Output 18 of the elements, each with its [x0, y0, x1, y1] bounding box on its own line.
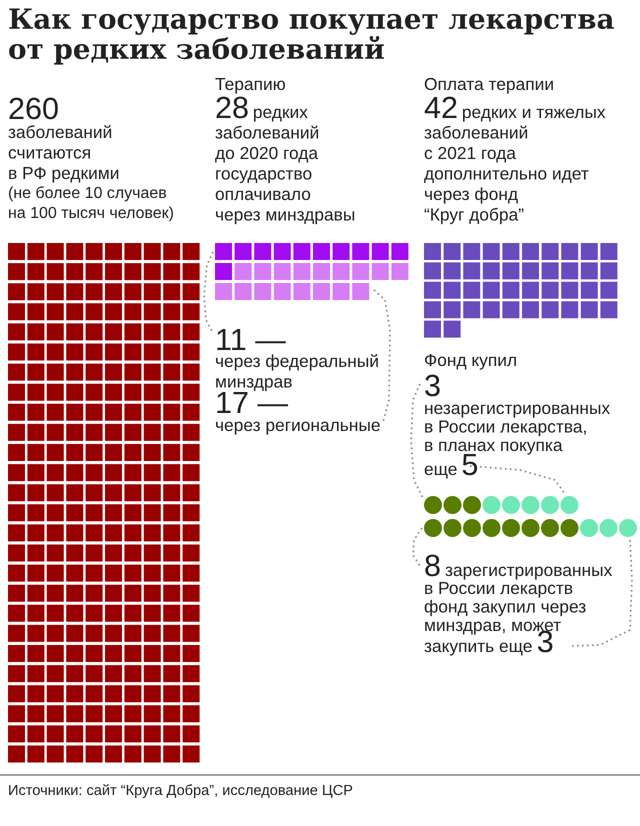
- text: Терапию: [215, 78, 285, 94]
- data-label: 3: [538, 630, 552, 652]
- data-label: 260: [10, 98, 58, 120]
- category-label: через региональные: [216, 422, 380, 435]
- data-label: 3: [425, 374, 440, 396]
- text: еще: [424, 466, 457, 478]
- text: Фонд купил: [425, 354, 516, 370]
- text: Источники: сайт “Круга Добра”, исследование ЦСР: [9, 784, 352, 798]
- category-label: через федеральный минздрав: [216, 354, 378, 392]
- data-label: 17 —: [217, 392, 288, 413]
- text: (не более 10 случаев на 100 тысяч человек): [8, 186, 173, 222]
- text: 28 редких заболеваний до 2020 года государство оплачивало через минздравы: [215, 96, 354, 224]
- data-label: 5: [462, 454, 478, 476]
- text: Как государство покупает лекарства от редких заболеваний: [9, 8, 614, 65]
- text: заболеваний считаются в РФ редкими: [8, 125, 118, 183]
- text: закупить еще: [424, 642, 532, 656]
- text: Оплата терапии: [424, 78, 553, 94]
- data-label: 11 —: [217, 328, 286, 350]
